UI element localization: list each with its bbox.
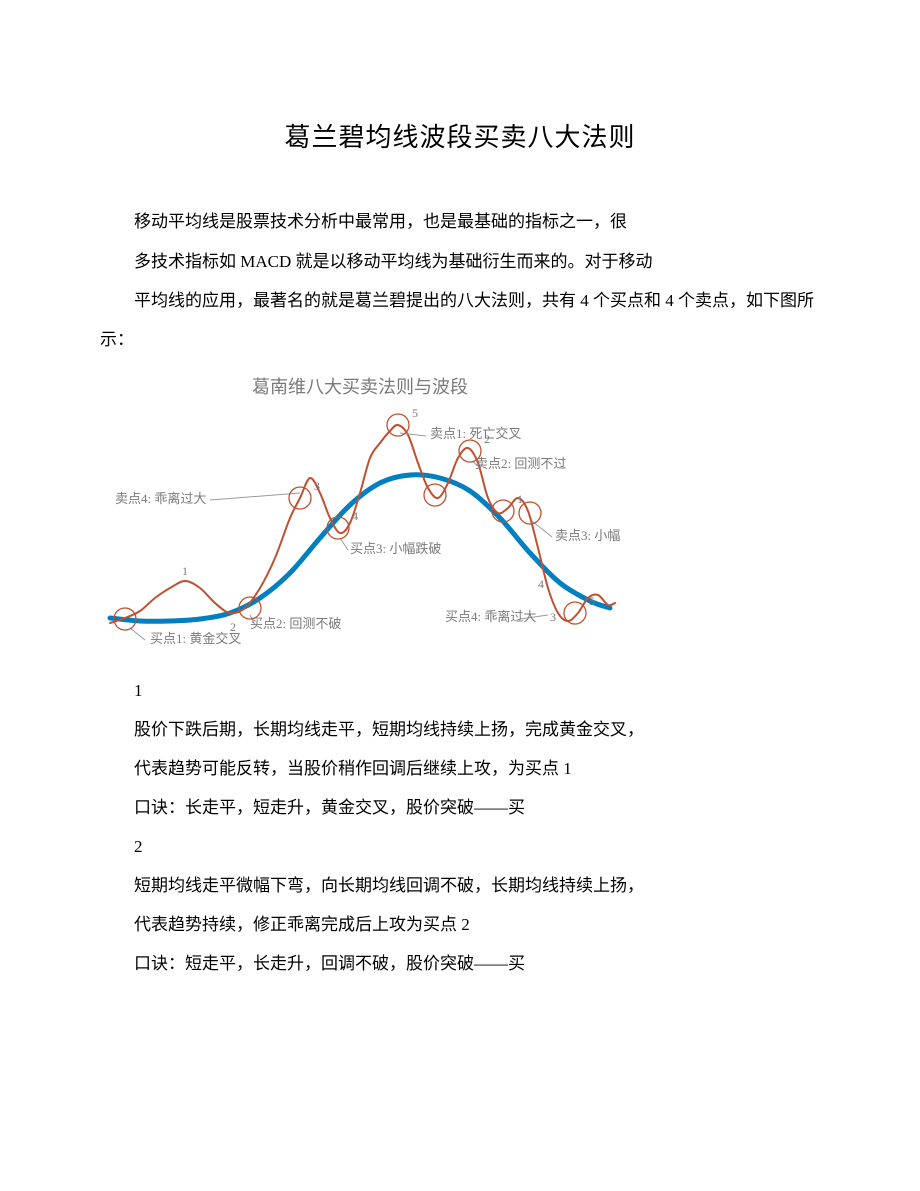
svg-text:买点1: 黄金交叉: 买点1: 黄金交叉 [150, 631, 241, 646]
svg-text:卖点1: 死亡交叉: 卖点1: 死亡交叉 [430, 426, 521, 441]
rule-1-line-a: 股价下跌后期，长期均线走平，短期均线持续上扬，完成黄金交叉， [100, 710, 820, 749]
rule-2-line-b: 代表趋势持续，修正乖离完成后上攻为买点 2 [100, 905, 820, 944]
svg-text:2: 2 [230, 620, 236, 634]
rule-2-line-a: 短期均线走平微幅下弯，向长期均线回调不破，长期均线持续上扬， [100, 866, 820, 905]
svg-text:买点2: 回测不破: 买点2: 回测不破 [250, 616, 341, 631]
svg-text:3: 3 [550, 610, 556, 624]
page-title: 葛兰碧均线波段买卖八大法则 [100, 117, 820, 154]
svg-text:卖点4: 乖离过大: 卖点4: 乖离过大 [115, 491, 206, 506]
chart-svg: 葛南维八大买卖法则与波段买点1: 黄金交叉买点2: 回测不破 买点3: 小幅跌破买… [100, 363, 620, 663]
intro-line-1: 移动平均线是股票技术分析中最常用，也是最基础的指标之一，很 [100, 202, 820, 241]
rule-2-number: 2 [100, 827, 820, 866]
granville-chart: 葛南维八大买卖法则与波段买点1: 黄金交叉买点2: 回测不破 买点3: 小幅跌破买… [100, 363, 620, 663]
svg-text:1: 1 [517, 492, 523, 506]
svg-text:买点4: 乖离过大: 买点4: 乖离过大 [445, 609, 536, 624]
svg-text:4: 4 [352, 509, 358, 523]
svg-text:3: 3 [314, 479, 320, 493]
svg-text:5: 5 [412, 406, 418, 420]
svg-text:5: 5 [589, 594, 595, 608]
svg-text:葛南维八大买卖法则与波段: 葛南维八大买卖法则与波段 [252, 377, 468, 397]
svg-text:卖点3: 小幅突破: 卖点3: 小幅突破 [555, 528, 620, 543]
rule-1-line-b: 代表趋势可能反转，当股价稍作回调后继续上攻，为买点 1 [100, 749, 820, 788]
svg-text:卖点2: 回测不过: 卖点2: 回测不过 [475, 456, 566, 471]
rule-1-line-c: 口诀：长走平，短走升，黄金交叉，股价突破——买 [100, 788, 820, 827]
rule-2-line-c: 口诀：短走平，长走升，回调不破，股价突破——买 [100, 944, 820, 983]
svg-text:2: 2 [484, 432, 490, 446]
intro-line-3: 平均线的应用，最著名的就是葛兰碧提出的八大法则，共有 4 个买点和 4 个卖点，… [100, 281, 820, 359]
rule-1-number: 1 [100, 671, 820, 710]
intro-line-2: 多技术指标如 MACD 就是以移动平均线为基础衍生而来的。对于移动 [100, 242, 820, 281]
svg-text:1: 1 [182, 564, 188, 578]
document-page: 葛兰碧均线波段买卖八大法则 移动平均线是股票技术分析中最常用，也是最基础的指标之… [0, 0, 920, 1191]
svg-text:买点3: 小幅跌破: 买点3: 小幅跌破 [350, 541, 441, 556]
svg-text:4: 4 [538, 577, 544, 591]
